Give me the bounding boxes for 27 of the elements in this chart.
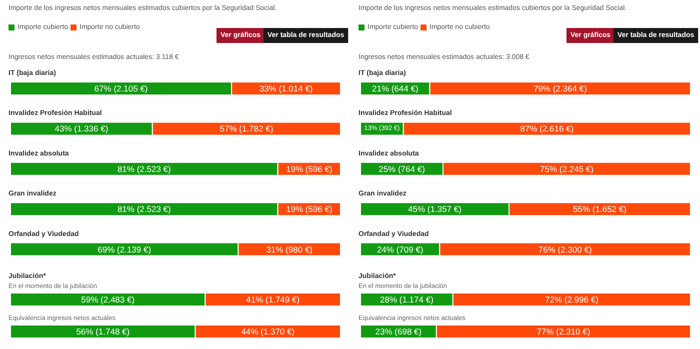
data-label: 23% (698 €) — [375, 326, 422, 336]
data-label: 41% (1.749 €) — [246, 294, 300, 304]
data-label: 19% (596 €) — [286, 164, 332, 174]
data-label: 33% (1.014 €) — [259, 84, 313, 94]
data-label: 44% (1.370 €) — [241, 326, 295, 336]
data-label: 77% (2.310 €) — [536, 326, 590, 336]
data-label: 45% (1.357 €) — [408, 204, 462, 214]
data-label: 75% (2.245 €) — [540, 164, 594, 174]
data-label: 56% (1.748 €) — [76, 326, 130, 336]
data-label: 25% (764 €) — [378, 164, 426, 174]
data-label: 19% (596 €) — [286, 204, 332, 214]
data-label: 59% (2.483 €) — [81, 294, 135, 304]
data-label: 81% (2.523 €) — [117, 204, 172, 214]
data-label: 43% (1.336 €) — [54, 124, 108, 134]
data-label: 57% (1.782 €) — [220, 124, 274, 134]
data-label: 72% (2.996 €) — [545, 294, 599, 304]
data-label: 79% (2.364 €) — [533, 84, 588, 94]
data-label: 69% (2.139 €) — [98, 244, 152, 254]
data-label: 87% (2.616 €) — [520, 124, 574, 134]
data-label: 55% (1.652 €) — [573, 204, 627, 214]
data-label: 81% (2.523 €) — [117, 164, 172, 174]
data-label: 67% (2.105 €) — [94, 84, 148, 94]
data-label: 21% (644 €) — [372, 84, 418, 94]
data-label: 28% (1.174 €) — [380, 294, 434, 304]
data-label: 24% (709 €) — [376, 244, 424, 254]
data-label: 76% (2.300 €) — [538, 244, 592, 254]
data-label: 31% (980 €) — [266, 244, 313, 254]
